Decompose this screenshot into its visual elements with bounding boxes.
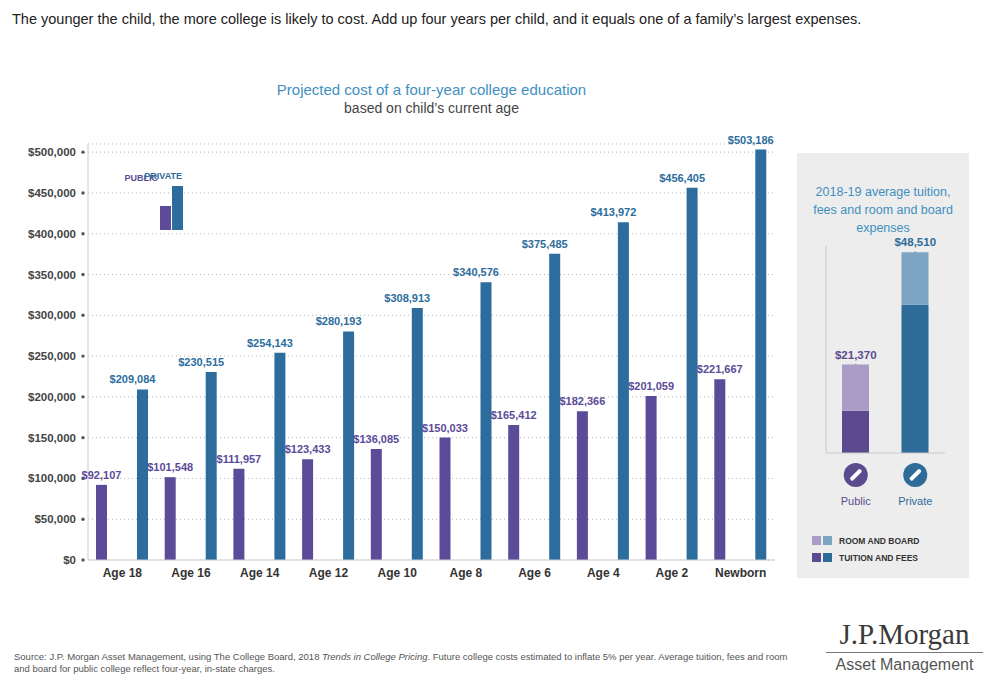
svg-text:$111,957: $111,957 <box>217 453 262 465</box>
svg-text:$254,143: $254,143 <box>247 337 293 349</box>
svg-text:Age 4: Age 4 <box>587 566 620 580</box>
html-text:2018-19 average tuition, fees: 2018-19 average tuition, fees and room a… <box>813 185 953 235</box>
svg-text:$413,972: $413,972 <box>590 206 636 218</box>
svg-text:$101,548: $101,548 <box>147 461 193 473</box>
svg-text:$250,000: $250,000 <box>28 350 76 362</box>
html-text:ROOM AND BOARD: ROOM AND BOARD <box>839 535 920 546</box>
svg-text:$450,000: $450,000 <box>28 187 76 199</box>
svg-text:Age 14: Age 14 <box>240 566 280 580</box>
svg-text:$503,186: $503,186 <box>728 134 774 146</box>
html-text:based on child’s current age: based on child’s current age <box>344 100 519 116</box>
svg-text:$200,000: $200,000 <box>28 391 76 403</box>
svg-text:$0: $0 <box>63 554 76 566</box>
svg-text:$136,085: $136,085 <box>353 433 399 445</box>
svg-text:$92,107: $92,107 <box>82 469 122 481</box>
html-text:Projected cost of a four-year: Projected cost of a four-year college ed… <box>276 81 587 98</box>
html-text:TUITION AND FEES: TUITION AND FEES <box>839 552 918 563</box>
svg-text:Age 18: Age 18 <box>103 566 143 580</box>
svg-text:$150,033: $150,033 <box>422 422 468 434</box>
svg-text:$280,193: $280,193 <box>316 315 362 327</box>
svg-text:Newborn: Newborn <box>715 566 766 580</box>
svg-text:PUBLIC: PUBLIC <box>124 173 158 183</box>
svg-text:Private: Private <box>898 495 932 507</box>
svg-text:$209,084: $209,084 <box>110 373 157 385</box>
svg-text:$182,366: $182,366 <box>559 395 605 407</box>
svg-text:$350,000: $350,000 <box>28 269 76 281</box>
html-text:The younger the child, the mor: The younger the child, the more college … <box>12 11 862 27</box>
svg-text:PRIVATE: PRIVATE <box>144 172 182 181</box>
svg-text:Age 2: Age 2 <box>656 566 689 580</box>
svg-text:$21,370: $21,370 <box>835 349 877 361</box>
html-text:J.P.Morgan: J.P.Morgan <box>839 618 970 650</box>
svg-text:$500,000: $500,000 <box>28 146 76 158</box>
html-text:Asset Management: Asset Management <box>835 656 974 673</box>
html-text:Source: J.P. Morgan Asset Mana: Source: J.P. Morgan Asset Management, us… <box>14 651 788 674</box>
svg-text:$50,000: $50,000 <box>34 513 76 525</box>
svg-text:$400,000: $400,000 <box>28 228 76 240</box>
svg-text:$221,667: $221,667 <box>697 363 743 375</box>
svg-text:$340,576: $340,576 <box>453 266 499 278</box>
svg-text:$308,913: $308,913 <box>384 292 430 304</box>
svg-text:$230,515: $230,515 <box>178 356 224 368</box>
svg-text:Age 8: Age 8 <box>450 566 483 580</box>
svg-text:$48,510: $48,510 <box>894 236 936 248</box>
svg-text:$201,059: $201,059 <box>628 380 674 392</box>
svg-text:$300,000: $300,000 <box>28 309 76 321</box>
svg-text:$150,000: $150,000 <box>28 432 76 444</box>
svg-text:Public: Public <box>841 495 871 507</box>
svg-text:Age 6: Age 6 <box>518 566 551 580</box>
svg-text:Age 10: Age 10 <box>377 566 417 580</box>
svg-text:$456,405: $456,405 <box>659 172 705 184</box>
svg-text:$165,412: $165,412 <box>491 409 537 421</box>
svg-text:Age 12: Age 12 <box>309 566 349 580</box>
svg-text:Age 16: Age 16 <box>171 566 211 580</box>
svg-text:$375,485: $375,485 <box>522 238 568 250</box>
svg-text:$100,000: $100,000 <box>28 472 76 484</box>
svg-text:$123,433: $123,433 <box>285 443 331 455</box>
